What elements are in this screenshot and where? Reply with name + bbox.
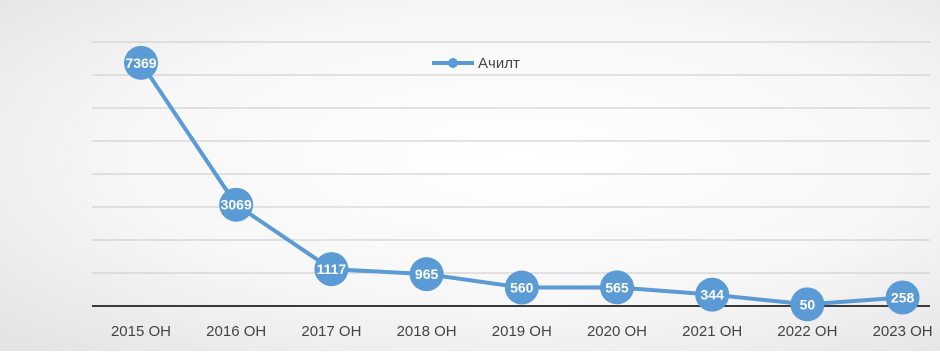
data-point-marker	[790, 287, 825, 322]
data-label: 1117	[317, 261, 347, 277]
data-label: 7369	[125, 55, 156, 71]
data-label: 565	[605, 279, 629, 295]
data-point-marker	[885, 280, 920, 315]
x-tick-label: 2018 ОН	[397, 323, 457, 340]
x-tick-label: 2017 ОН	[301, 323, 361, 340]
x-tick-label: 2019 ОН	[492, 323, 552, 340]
x-tick-label: 2022 ОН	[777, 323, 837, 340]
data-label: 344	[701, 287, 725, 303]
x-tick-label: 2015 ОН	[111, 323, 171, 340]
data-point-marker	[124, 45, 158, 80]
x-tick-label: 2020 ОН	[587, 323, 647, 340]
data-point-marker	[219, 187, 254, 222]
data-label: 258	[891, 289, 915, 305]
data-point-marker	[695, 277, 730, 312]
legend: Ачилт	[432, 55, 520, 72]
data-point-marker	[600, 270, 634, 305]
data-label: 3069	[221, 197, 252, 213]
legend-label: Ачилт	[478, 55, 520, 72]
x-tick-label: 2016 ОН	[206, 323, 266, 340]
x-tick-label: 2023 ОН	[873, 323, 933, 340]
data-label: 50	[800, 296, 816, 312]
x-tick-label: 2021 ОН	[682, 323, 742, 340]
data-point-marker	[504, 270, 539, 305]
data-label: 965	[415, 266, 439, 282]
data-point-marker	[314, 252, 349, 287]
legend-marker-swatch	[448, 58, 458, 68]
data-point-marker	[409, 257, 444, 292]
x-axis: 2015 ОН 2016 ОН 2017 ОН 2018 ОН 2019 ОН 2020 …	[92, 305, 933, 340]
data-label: 560	[510, 280, 534, 296]
series-ачилт: 7369 3069 1117 965 560 565 344 50 258	[124, 45, 920, 322]
